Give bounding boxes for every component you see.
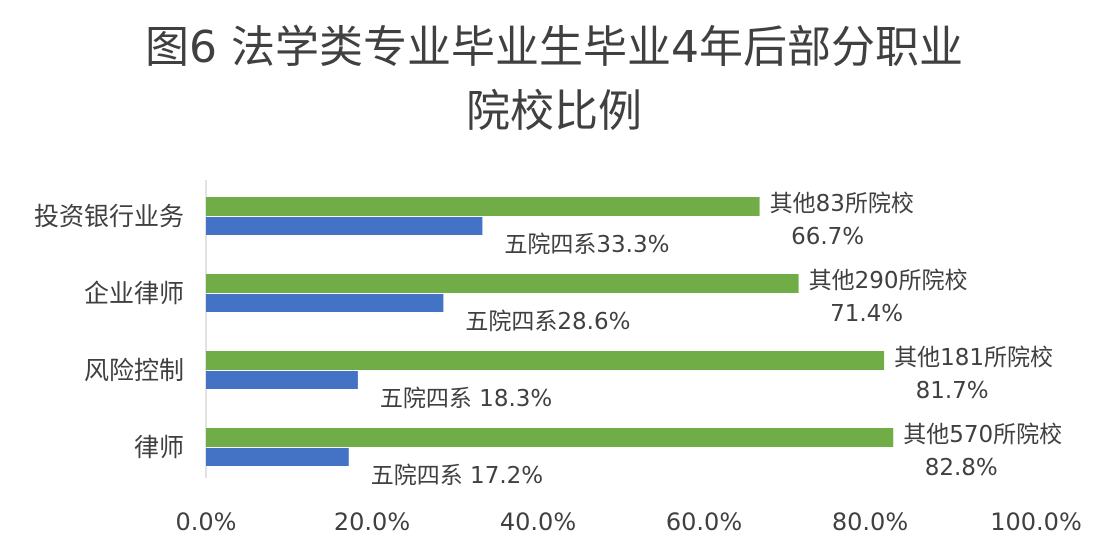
data-label-other-schools-percent: 81.7% — [916, 378, 989, 404]
data-label-other-schools: 其他290所院校 — [809, 268, 968, 294]
data-label-top-schools: 五院四系 17.2% — [371, 463, 543, 489]
bar-top-schools — [206, 294, 444, 312]
data-label-other-schools: 其他570所院校 — [903, 422, 1062, 448]
x-tick-label: 0.0% — [176, 508, 237, 536]
category-label: 企业律师 — [84, 279, 184, 308]
bar-top-schools — [206, 217, 483, 235]
x-tick-label: 40.0% — [500, 508, 576, 536]
data-label-top-schools: 五院四系 18.3% — [380, 386, 552, 412]
category-label: 风险控制 — [84, 356, 184, 385]
bar-other-schools — [206, 197, 760, 216]
x-tick-label: 100.0% — [990, 508, 1082, 536]
data-label-other-schools: 其他181所院校 — [894, 345, 1053, 371]
chart-title-line-1: 图6 法学类专业毕业生毕业4年后部分职业 — [145, 22, 963, 73]
data-label-other-schools-percent: 66.7% — [791, 224, 864, 250]
bar-other-schools — [206, 274, 799, 293]
x-tick-label: 60.0% — [666, 508, 742, 536]
chart-title-line-2: 院校比例 — [466, 86, 642, 137]
category-label: 投资银行业务 — [34, 202, 184, 231]
data-label-other-schools-percent: 82.8% — [925, 455, 998, 481]
bar-other-schools — [206, 428, 894, 447]
x-tick-label: 80.0% — [832, 508, 908, 536]
category-label: 律师 — [134, 433, 184, 462]
data-label-top-schools: 五院四系33.3% — [504, 232, 669, 258]
bar-other-schools — [206, 351, 885, 370]
bar-top-schools — [206, 448, 349, 466]
data-label-other-schools-percent: 71.4% — [830, 301, 903, 327]
data-label-top-schools: 五院四系28.6% — [465, 309, 630, 335]
bar-top-schools — [206, 371, 358, 389]
x-tick-label: 20.0% — [334, 508, 410, 536]
data-label-other-schools: 其他83所院校 — [770, 191, 914, 217]
